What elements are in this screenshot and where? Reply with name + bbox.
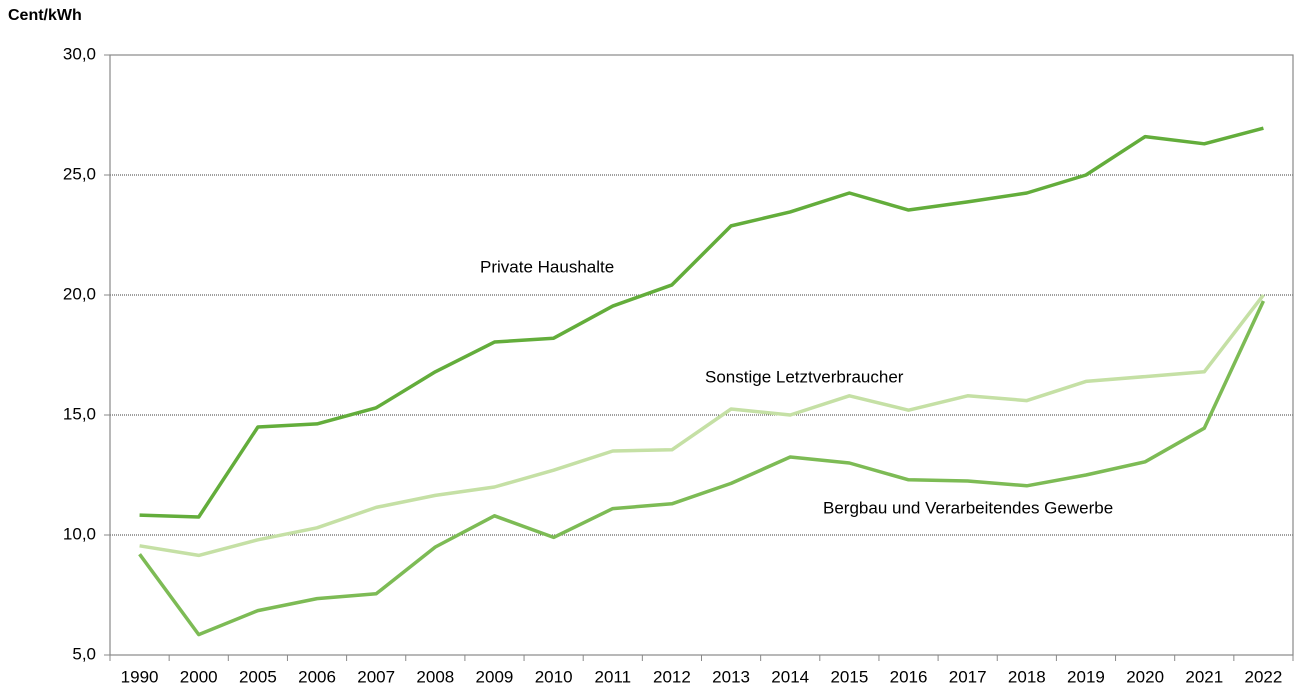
x-tick-label: 2021 [1185, 667, 1223, 686]
x-tick-label: 2008 [416, 667, 454, 686]
x-tick-label: 2012 [653, 667, 691, 686]
x-tick-label: 2011 [594, 667, 631, 686]
x-tick-label: 2014 [771, 667, 809, 686]
x-tick-label: 2010 [535, 667, 573, 686]
x-tick-label: 2009 [476, 667, 514, 686]
x-tick-label: 2019 [1067, 667, 1105, 686]
x-tick-label: 2017 [949, 667, 987, 686]
series-label: Sonstige Letztverbraucher [705, 367, 904, 386]
x-tick-label: 2015 [830, 667, 868, 686]
y-axis-label: Cent/kWh [8, 7, 82, 24]
y-tick-label: 5,0 [72, 644, 96, 663]
y-tick-label: 20,0 [63, 284, 96, 303]
series-label: Bergbau und Verarbeitendes Gewerbe [823, 498, 1113, 517]
y-tick-label: 25,0 [63, 164, 96, 183]
x-tick-label: 2007 [357, 667, 395, 686]
y-tick-label: 15,0 [63, 404, 96, 423]
x-tick-label: 2022 [1245, 667, 1283, 686]
x-tick-label: 1990 [121, 667, 159, 686]
series-line [139, 293, 1265, 558]
x-tick-label: 2016 [890, 667, 928, 686]
series-line [139, 126, 1264, 519]
series-line [138, 300, 1266, 637]
x-tick-label: 2005 [239, 667, 277, 686]
x-tick-label: 2013 [712, 667, 750, 686]
x-tick-label: 2020 [1126, 667, 1164, 686]
x-tick-label: 2000 [180, 667, 218, 686]
series-label: Private Haushalte [480, 257, 614, 276]
x-tick-label: 2006 [298, 667, 336, 686]
y-tick-label: 10,0 [63, 524, 96, 543]
x-tick-label: 2018 [1008, 667, 1046, 686]
plot-border [109, 54, 1294, 656]
y-tick-label: 30,0 [63, 44, 96, 63]
